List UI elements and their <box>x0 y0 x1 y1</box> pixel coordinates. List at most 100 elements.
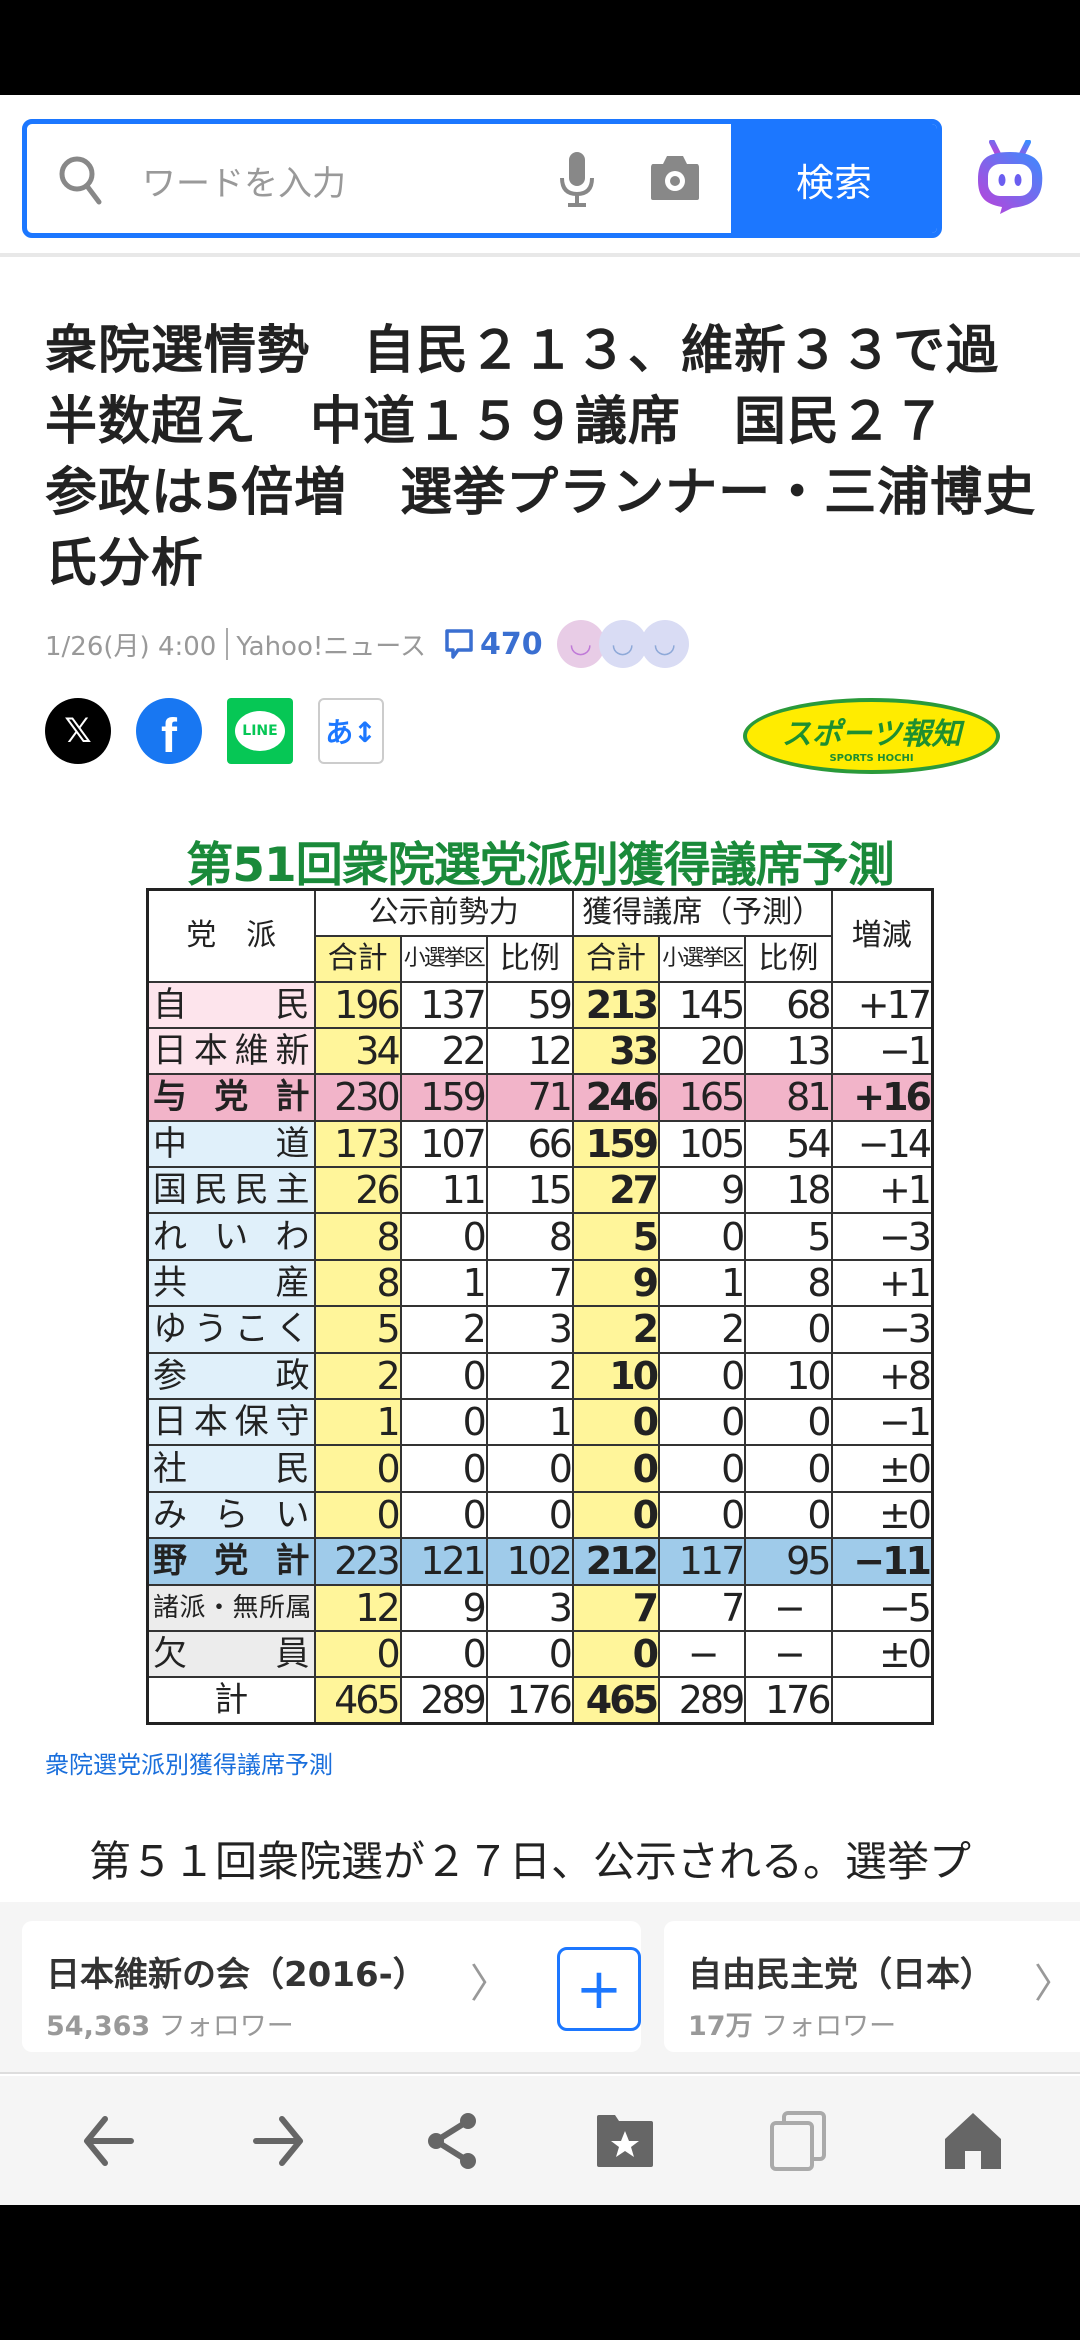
seat-change: ±0 <box>830 1490 934 1540</box>
table-row: 日本維新 34 22 12 33 20 13 −1 <box>146 1026 934 1076</box>
predicted-pr: 10 <box>744 1351 833 1401</box>
microphone-icon[interactable] <box>557 152 597 208</box>
before-total: 8 <box>313 1212 402 1261</box>
party-name: 国民民主 <box>146 1166 316 1215</box>
table-row: 欠員 0 0 0 0− − ±0 <box>146 1629 934 1679</box>
search-button[interactable]: 検索 <box>731 124 937 233</box>
image-caption-link[interactable]: 衆院選党派別獲得議席予測 <box>45 1751 333 1779</box>
tabs-button[interactable] <box>766 2109 830 2173</box>
bottom-navigation <box>0 2076 1080 2206</box>
before-pr: 2 <box>485 1351 574 1401</box>
before-total: 0 <box>313 1629 402 1679</box>
predicted-total: 9 <box>571 1258 661 1308</box>
seat-change: −1 <box>830 1398 934 1447</box>
chevron-right-icon: 〉 <box>1034 1961 1074 2007</box>
seat-change: +16 <box>830 1073 934 1122</box>
font-size-button[interactable]: あ↕ <box>318 698 384 764</box>
forward-button[interactable] <box>248 2109 312 2173</box>
comments-link[interactable]: 470 <box>444 627 543 662</box>
seat-change: +8 <box>830 1351 934 1401</box>
predicted-total: 465 <box>571 1676 661 1725</box>
header-predicted: 獲得議席（予測） <box>571 888 833 937</box>
assistant-bot-icon[interactable] <box>972 140 1048 216</box>
publisher-logo-sub: SPORTS HOCHI <box>829 752 914 764</box>
follow-card[interactable]: 日本維新の会（2016-） 54,363 フォロワー 〉 + <box>22 1921 641 2052</box>
bookmarks-button[interactable] <box>593 2109 657 2173</box>
before-pr: 3 <box>485 1305 574 1354</box>
comment-count: 470 <box>479 626 543 662</box>
bookmark-folder-icon <box>597 2115 653 2167</box>
publisher-logo[interactable]: スポーツ報知 SPORTS HOCHI <box>743 698 1000 774</box>
predicted-total: 0 <box>571 1444 661 1493</box>
x-share-icon[interactable]: 𝕏 <box>45 698 111 764</box>
predicted-pr: 176 <box>744 1676 833 1725</box>
follower-label: フォロワー <box>761 2011 897 2042</box>
party-name: 欠員 <box>146 1629 316 1679</box>
before-pr: 3 <box>485 1583 574 1632</box>
line-share-icon[interactable]: LINE <box>227 698 293 764</box>
party-name: 日本保守 <box>146 1398 316 1447</box>
line-label: LINE <box>235 711 285 751</box>
smile-reaction-icon: ◡ <box>598 620 647 668</box>
publisher-logo-text: スポーツ報知 <box>781 716 962 752</box>
follow-card[interactable]: 自由民主党（日本） 17万 フォロワー 〉 <box>664 1921 1080 2052</box>
predicted-pr: 0 <box>744 1305 833 1354</box>
seat-forecast-table[interactable]: 党 派 公示前勢力 獲得議席（予測） 増減 合計 小選挙区 比例 合計 小選挙区… <box>146 888 934 1726</box>
tabs-icon <box>770 2111 826 2171</box>
table-row: れいわ 8 0 8 5 0 5 −3 <box>146 1212 934 1261</box>
facebook-share-icon[interactable]: f <box>136 698 202 764</box>
before-pr: 0 <box>485 1490 574 1540</box>
before-total: 0 <box>313 1490 402 1540</box>
predicted-pr: 0 <box>744 1490 833 1540</box>
search-input[interactable]: ワードを入力 <box>142 164 346 204</box>
before-pr: 8 <box>485 1212 574 1261</box>
predicted-district: 7 <box>658 1583 747 1632</box>
before-district: 0 <box>399 1398 488 1447</box>
table-row: 日本保守 1 0 1 0 0 0 −1 <box>146 1398 934 1447</box>
follower-number: 54,363 <box>46 2011 151 2042</box>
before-pr: 12 <box>485 1026 574 1076</box>
camera-icon[interactable] <box>649 154 701 202</box>
before-district: 11 <box>399 1166 488 1215</box>
before-pr: 176 <box>485 1676 574 1725</box>
header-district: 小選挙区 <box>399 934 488 983</box>
header-pr: 比例 <box>485 934 574 983</box>
before-total: 1 <box>313 1398 402 1447</box>
header-pr: 比例 <box>744 934 833 983</box>
topic-name: 自由民主党（日本） <box>688 1955 994 1995</box>
share-button[interactable] <box>420 2109 484 2173</box>
before-district: 0 <box>399 1490 488 1540</box>
party-name: 野党計 <box>146 1537 316 1586</box>
party-name: 自民 <box>146 980 316 1029</box>
article-title: 衆院選情勢 自民２１３、維新３３で過半数超え 中道１５９議席 国民２７ 参政は5… <box>45 321 1037 594</box>
before-district: 159 <box>399 1073 488 1122</box>
header-change: 増減 <box>830 888 934 983</box>
before-pr: 0 <box>485 1444 574 1493</box>
seat-change: +1 <box>830 1258 934 1308</box>
before-total: 230 <box>313 1073 402 1122</box>
predicted-total: 5 <box>571 1212 661 1261</box>
follower-count: 54,363 フォロワー <box>46 2004 641 2043</box>
predicted-total: 213 <box>571 980 661 1029</box>
before-pr: 0 <box>485 1629 574 1679</box>
before-district: 121 <box>399 1537 488 1586</box>
back-button[interactable] <box>75 2109 139 2173</box>
predicted-district: 165 <box>658 1073 747 1122</box>
table-row: 野党計 223 121 102 212 117 95 −11 <box>146 1537 934 1586</box>
topic-name: 日本維新の会（2016-） <box>46 1955 427 1995</box>
table-row: 計 465 289 176 465 289 176 <box>146 1676 934 1725</box>
before-total: 5 <box>313 1305 402 1354</box>
home-button[interactable] <box>941 2109 1005 2173</box>
party-name: 日本維新 <box>146 1026 316 1076</box>
before-total: 2 <box>313 1351 402 1401</box>
before-pr: 71 <box>485 1073 574 1122</box>
predicted-district: 2 <box>658 1305 747 1354</box>
article-body: 第５１回衆院選が２７日、公示される。選挙プ <box>89 1837 972 1886</box>
follow-button[interactable]: + <box>557 1947 641 2031</box>
predicted-district: 20 <box>658 1026 747 1076</box>
home-icon <box>945 2113 1001 2169</box>
header-total: 合計 <box>571 934 661 983</box>
table-row: 社民 0 0 0 0 0 0 ±0 <box>146 1444 934 1493</box>
search-box[interactable]: ワードを入力 検索 <box>22 119 942 238</box>
table-row: ゆうこく 5 2 3 2 2 0 −3 <box>146 1305 934 1354</box>
